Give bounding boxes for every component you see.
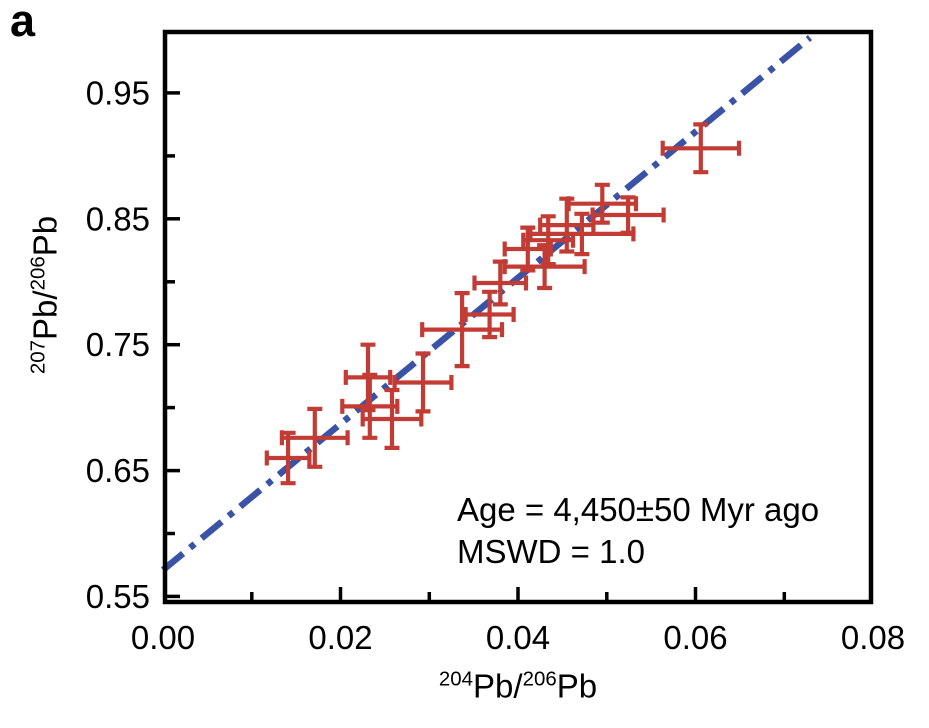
y-axis-label-pb-slash: Pb/ xyxy=(26,290,64,340)
plot-frame xyxy=(162,29,874,605)
error-bar-point xyxy=(420,291,505,369)
y-axis-label-pb: Pb xyxy=(26,215,64,257)
x-axis-label-pb-slash: Pb/ xyxy=(473,667,523,705)
x-tick-label: 0.08 xyxy=(841,619,905,656)
error-bar-point xyxy=(566,182,639,225)
y-tick-label: 0.85 xyxy=(86,200,150,237)
isochron-fit-line xyxy=(160,35,813,573)
error-bar-point xyxy=(502,243,587,291)
panel-label: a xyxy=(10,0,36,46)
error-bar-point xyxy=(264,430,312,486)
x-axis-label-isotope-204: 204 xyxy=(438,667,474,691)
age-annotation: Age = 4,450±50 Myr ago MSWD = 1.0 xyxy=(457,489,819,573)
error-bar-point xyxy=(279,406,350,469)
y-tick-label: 0.95 xyxy=(86,74,150,111)
error-bar-point xyxy=(463,289,516,340)
x-tick-label: 0.04 xyxy=(486,619,550,656)
error-bar-point xyxy=(502,225,553,273)
x-tick-label: 0.06 xyxy=(663,619,727,656)
age-text: Age = 4,450±50 Myr ago xyxy=(457,491,820,528)
y-tick-label: 0.55 xyxy=(86,578,150,615)
error-bar-point xyxy=(538,196,596,254)
error-bar-point xyxy=(392,351,454,414)
error-bar-point xyxy=(472,259,529,307)
y-tick-label: 0.65 xyxy=(86,452,150,489)
y-axis-label-isotope-206: 206 xyxy=(26,256,50,291)
x-axis-label-isotope-206: 206 xyxy=(522,667,557,691)
x-tick-label: 0.02 xyxy=(308,619,372,656)
y-axis-label-isotope-207: 207 xyxy=(26,339,50,375)
y-tick-label: 0.75 xyxy=(86,326,150,363)
error-bar-point xyxy=(360,387,424,450)
y-axis-label: 207Pb/206Pb xyxy=(26,215,64,375)
error-bar-point xyxy=(660,122,742,175)
x-tick-label: 0.00 xyxy=(131,619,195,656)
error-bar-point xyxy=(340,372,400,440)
error-bar-point xyxy=(521,214,576,267)
error-bar-point xyxy=(590,195,666,235)
x-axis-label-pb: Pb xyxy=(556,667,598,705)
x-axis-label: 204Pb/206Pb xyxy=(438,667,598,705)
mswd-text: MSWD = 1.0 xyxy=(457,533,645,570)
